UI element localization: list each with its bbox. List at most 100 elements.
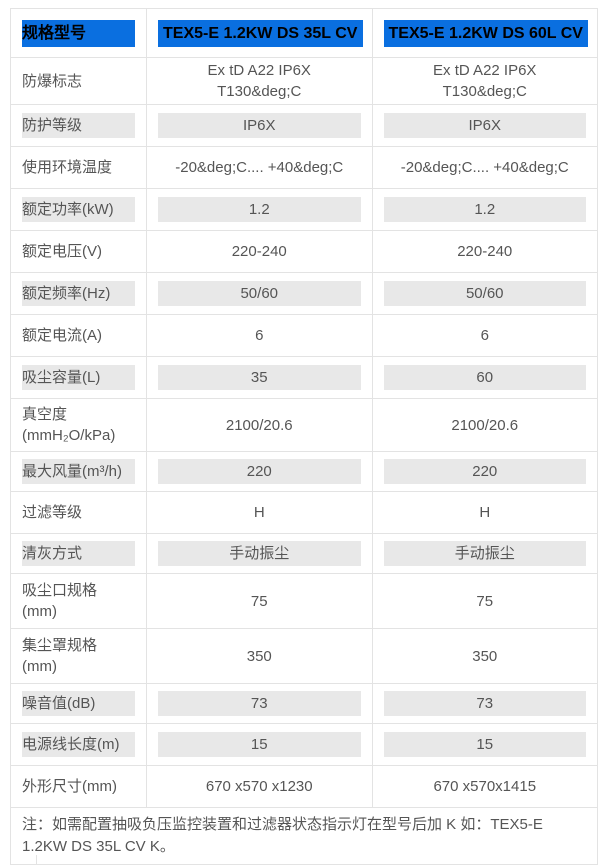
spec-value-cell: 220 — [146, 451, 373, 492]
spec-value-cell: 手动振尘 — [371, 533, 598, 574]
spec-label: 最大风量(m³/h) — [22, 459, 135, 484]
table-row: 清灰方式 手动振尘 手动振尘 — [10, 533, 598, 574]
table-row: 电源线长度(m) 15 15 — [10, 723, 598, 766]
spec-value: IP6X — [383, 113, 586, 138]
spec-value: 75 — [250, 592, 268, 610]
spec-label-cell: 清灰方式 — [10, 533, 147, 574]
spec-value-cell: H — [371, 491, 598, 534]
spec-label: 额定功率(kW) — [22, 197, 135, 222]
spec-value-cell: 50/60 — [371, 272, 598, 315]
spec-value: 670 x570 x1230 — [205, 778, 313, 795]
spec-value: 670 x570x1415 — [433, 778, 537, 795]
header-row: 规格型号 TEX5-E 1.2KW DS 35L CV TEX5-E 1.2KW… — [10, 8, 598, 58]
spec-table: 规格型号 TEX5-E 1.2KW DS 35L CV TEX5-E 1.2KW… — [10, 8, 598, 865]
table-row: 额定频率(Hz) 50/60 50/60 — [10, 272, 598, 315]
table-row: 最大风量(m³/h) 220 220 — [10, 451, 598, 492]
model-name: TEX5-E 1.2KW DS 35L CV — [158, 19, 363, 47]
spec-label-cell: 真空度 (mmH₂O/kPa) — [10, 398, 147, 452]
table-stub — [10, 855, 37, 865]
spec-label: 吸尘口规格 (mm) — [22, 582, 98, 620]
spec-value: 73 — [383, 691, 586, 716]
spec-label: 集尘罩规格 (mm) — [22, 637, 98, 675]
spec-value-cell: 15 — [146, 723, 373, 766]
header-model-cell: TEX5-E 1.2KW DS 35L CV — [146, 8, 373, 58]
table-row: 使用环境温度 -20&deg;C.... +40&deg;C -20&deg;C..… — [10, 146, 598, 189]
spec-label: 防爆标志 — [22, 72, 83, 90]
spec-value-cell: 手动振尘 — [146, 533, 373, 574]
spec-value: 50/60 — [383, 281, 586, 306]
spec-label-cell: 最大风量(m³/h) — [10, 451, 147, 492]
table-row: 吸尘口规格 (mm) 75 75 — [10, 573, 598, 629]
spec-label: 过滤等级 — [22, 504, 83, 521]
spec-label: 额定频率(Hz) — [22, 281, 135, 306]
spec-value: -20&deg;C.... +40&deg;C — [400, 159, 569, 176]
spec-label-cell: 吸尘容量(L) — [10, 356, 147, 399]
spec-label: 额定电压(V) — [22, 243, 102, 260]
spec-value: 手动振尘 — [383, 541, 586, 566]
spec-label-cell: 防爆标志 — [10, 57, 147, 105]
spec-value-cell: H — [146, 491, 373, 534]
spec-value-cell: 220-240 — [371, 230, 598, 273]
spec-value: 350 — [246, 647, 272, 665]
spec-value-cell: 6 — [371, 314, 598, 357]
spec-value: 6 — [255, 327, 264, 344]
spec-label: 使用环境温度 — [22, 159, 113, 176]
spec-value-cell: 73 — [371, 683, 598, 724]
note-row: 注：如需配置抽吸负压监控装置和过滤器状态指示灯在型号后加 K 如：TEX5-E … — [10, 807, 598, 865]
spec-value-cell: 220 — [371, 451, 598, 492]
spec-value-cell: IP6X — [371, 104, 598, 147]
spec-value-cell: -20&deg;C.... +40&deg;C — [371, 146, 598, 189]
spec-value: 35 — [158, 365, 361, 390]
spec-value: 220-240 — [457, 243, 513, 260]
spec-label-cell: 外形尺寸(mm) — [10, 765, 147, 808]
table-row: 防护等级 IP6X IP6X — [10, 104, 598, 147]
spec-value: IP6X — [158, 113, 361, 138]
spec-label: 真空度 (mmH₂O/kPa) — [22, 406, 116, 444]
spec-value-cell: Ex tD A22 IP6X T130&deg;C — [146, 57, 373, 105]
spec-value: 75 — [476, 592, 494, 610]
spec-value-cell: 1.2 — [371, 188, 598, 231]
spec-label: 电源线长度(m) — [22, 732, 135, 757]
spec-value: 50/60 — [158, 281, 361, 306]
spec-label-cell: 额定电流(A) — [10, 314, 147, 357]
spec-label: 吸尘容量(L) — [22, 365, 135, 390]
spec-label: 噪音值(dB) — [22, 691, 135, 716]
spec-value-cell: 1.2 — [146, 188, 373, 231]
spec-value: 1.2 — [383, 197, 586, 222]
table-row: 噪音值(dB) 73 73 — [10, 683, 598, 724]
spec-label-cell: 额定频率(Hz) — [10, 272, 147, 315]
table-row: 过滤等级 H H — [10, 491, 598, 534]
spec-value-cell: 75 — [146, 573, 373, 629]
spec-value-cell: 73 — [146, 683, 373, 724]
spec-label-cell: 过滤等级 — [10, 491, 147, 534]
table-row: 真空度 (mmH₂O/kPa) 2100/20.6 2100/20.6 — [10, 398, 598, 452]
spec-value-cell: 350 — [146, 628, 373, 684]
spec-value-cell: 6 — [146, 314, 373, 357]
spec-value: 15 — [158, 732, 361, 757]
spec-value: -20&deg;C.... +40&deg;C — [175, 159, 344, 176]
spec-value-cell: 2100/20.6 — [146, 398, 373, 452]
spec-label-cell: 吸尘口规格 (mm) — [10, 573, 147, 629]
spec-label-cell: 额定功率(kW) — [10, 188, 147, 231]
table-row: 额定功率(kW) 1.2 1.2 — [10, 188, 598, 231]
spec-value-cell: 15 — [371, 723, 598, 766]
spec-value: H — [479, 504, 491, 521]
header-label: 规格型号 — [22, 19, 135, 47]
table-row: 外形尺寸(mm) 670 x570 x1230 670 x570x1415 — [10, 765, 598, 808]
header-model-cell: TEX5-E 1.2KW DS 60L CV — [371, 8, 598, 58]
spec-value-cell: 75 — [371, 573, 598, 629]
spec-value: 60 — [383, 365, 586, 390]
spec-value-cell: IP6X — [146, 104, 373, 147]
spec-value: 350 — [472, 647, 498, 665]
spec-label-cell: 额定电压(V) — [10, 230, 147, 273]
spec-label-cell: 电源线长度(m) — [10, 723, 147, 766]
header-label-cell: 规格型号 — [10, 8, 147, 58]
spec-value: 73 — [158, 691, 361, 716]
spec-value: 15 — [383, 732, 586, 757]
spec-label-cell: 集尘罩规格 (mm) — [10, 628, 147, 684]
spec-value-cell: -20&deg;C.... +40&deg;C — [146, 146, 373, 189]
spec-value-cell: 670 x570x1415 — [371, 765, 598, 808]
spec-value-cell: 35 — [146, 356, 373, 399]
spec-label-cell: 噪音值(dB) — [10, 683, 147, 724]
spec-value-cell: 220-240 — [146, 230, 373, 273]
